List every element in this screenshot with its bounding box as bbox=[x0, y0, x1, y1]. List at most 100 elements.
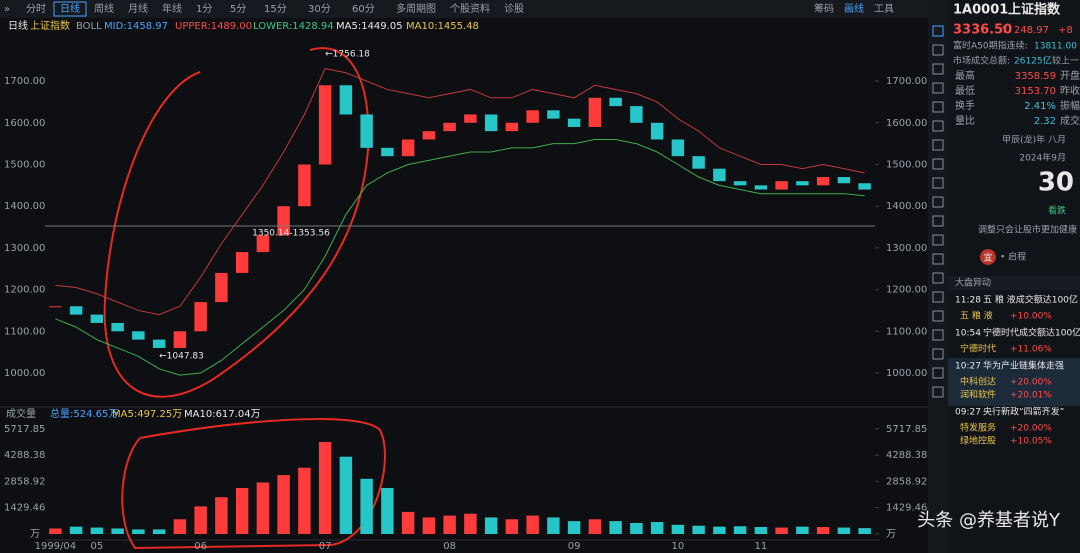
news-time[interactable]: 10:54 bbox=[955, 329, 981, 339]
tip: 调整只会让股市更加健康 bbox=[978, 224, 1077, 236]
tab[interactable]: 60分 bbox=[352, 3, 375, 15]
candle bbox=[567, 118, 581, 127]
tool-icon[interactable] bbox=[932, 139, 944, 151]
volume-bar bbox=[256, 482, 270, 534]
tool-icon[interactable] bbox=[932, 234, 944, 246]
volume-bar bbox=[318, 441, 332, 534]
tab[interactable]: 个股资料 bbox=[450, 2, 490, 15]
stat-value: 3153.70 bbox=[1015, 86, 1056, 97]
tab[interactable]: 分时 bbox=[26, 3, 46, 15]
stat-label: 最高 bbox=[955, 69, 975, 82]
y-tick-label: 1100.00 bbox=[4, 326, 45, 337]
tool-icon[interactable] bbox=[932, 101, 944, 113]
news-time[interactable]: 09:27 bbox=[955, 408, 981, 418]
tab[interactable]: 30分 bbox=[308, 3, 331, 15]
tool-icon[interactable] bbox=[932, 25, 944, 37]
volume-total: 总量:524.65万 bbox=[50, 407, 118, 420]
y-tick-label: 1700.00 bbox=[4, 76, 45, 87]
tool-icon[interactable] bbox=[932, 272, 944, 284]
change-pct: +8 bbox=[1058, 25, 1073, 36]
tab[interactable]: 月线 bbox=[128, 2, 148, 15]
price: 3336.50 bbox=[953, 23, 1012, 38]
tool-tab[interactable]: 工具 bbox=[874, 3, 894, 15]
candle bbox=[90, 314, 104, 323]
tool-icon[interactable] bbox=[932, 177, 944, 189]
news-text[interactable]: 央行新政“四箭齐发” bbox=[983, 406, 1064, 418]
candle bbox=[132, 331, 145, 340]
tab[interactable]: 15分 bbox=[264, 3, 287, 15]
stock-change: +20.00% bbox=[1010, 424, 1052, 434]
volume-bar bbox=[775, 527, 788, 534]
volume-bar bbox=[277, 475, 290, 534]
news-time[interactable]: 11:28 bbox=[955, 296, 981, 306]
tool-icon[interactable] bbox=[932, 291, 944, 303]
tab[interactable]: 1分 bbox=[196, 3, 212, 15]
candle bbox=[69, 306, 83, 315]
toolbar bbox=[0, 0, 928, 18]
tab[interactable]: 诊股 bbox=[504, 2, 524, 15]
volume-bar bbox=[692, 525, 705, 534]
stat-label: 最低 bbox=[955, 84, 975, 97]
tool-icon[interactable] bbox=[932, 44, 944, 56]
y-tick-label: 1600.00 bbox=[886, 118, 927, 129]
stock-change: +20.00% bbox=[1010, 378, 1052, 388]
stat-value: 3358.59 bbox=[1015, 71, 1056, 82]
news-text[interactable]: 宁德时代成交额达100亿 bbox=[983, 327, 1080, 339]
volume-bar bbox=[837, 527, 851, 534]
tool-icon[interactable] bbox=[932, 158, 944, 170]
y-tick-label: 5717.85 bbox=[886, 424, 927, 435]
stock-name: 润和软件 bbox=[960, 389, 996, 401]
news-header bbox=[948, 276, 1080, 290]
volume-bar bbox=[567, 521, 581, 534]
candle bbox=[713, 168, 726, 182]
tool-icon[interactable] bbox=[932, 253, 944, 265]
tool-icon[interactable] bbox=[932, 215, 944, 227]
volume-bar bbox=[464, 513, 477, 534]
tool-icon[interactable] bbox=[932, 386, 944, 398]
tool-tab[interactable]: 画线 bbox=[844, 2, 864, 15]
tool-icon[interactable] bbox=[932, 348, 944, 360]
y-tick-label: 1200.00 bbox=[4, 285, 45, 296]
tool-icon[interactable] bbox=[932, 63, 944, 75]
tool-icon[interactable] bbox=[932, 196, 944, 208]
tab[interactable]: 5分 bbox=[230, 3, 246, 15]
y-tick-label: 万 bbox=[30, 529, 40, 540]
tool-tab[interactable]: 筹码 bbox=[814, 2, 834, 15]
tab[interactable]: 年线 bbox=[162, 2, 182, 15]
tool-icon[interactable] bbox=[932, 367, 944, 379]
y-tick-label: 万 bbox=[886, 529, 896, 540]
boll-lower: LOWER:1428.94 bbox=[253, 21, 334, 32]
stat-more: 成交 bbox=[1060, 114, 1080, 127]
y-tick-label: 1500.00 bbox=[4, 160, 45, 171]
tool-icon[interactable] bbox=[932, 120, 944, 132]
news-text[interactable]: 华为产业链集体走强 bbox=[983, 360, 1064, 372]
candle bbox=[754, 185, 768, 190]
candle bbox=[588, 97, 602, 127]
volume-bar bbox=[401, 511, 415, 534]
news-text[interactable]: 五 粮 液成交额达100亿 bbox=[983, 294, 1078, 306]
tool-icon[interactable] bbox=[932, 329, 944, 341]
volume-bar bbox=[713, 526, 726, 534]
stock-name: 五 粮 液 bbox=[960, 310, 993, 322]
x-tick-label: 09 bbox=[568, 541, 581, 552]
volume-bar bbox=[422, 517, 436, 534]
volume-ma5: MA5:497.25万 bbox=[112, 409, 182, 420]
tool-icon[interactable] bbox=[932, 82, 944, 94]
stock-change: +10.05% bbox=[1010, 437, 1052, 447]
volume-ma10: MA10:617.04万 bbox=[184, 409, 261, 420]
tab[interactable]: 多周期图 bbox=[396, 2, 436, 15]
news-time[interactable]: 10:27 bbox=[955, 362, 981, 372]
tab[interactable]: 日线 bbox=[60, 2, 80, 15]
tab[interactable]: 周线 bbox=[94, 2, 114, 15]
annotation: 1350.14-1353.56 bbox=[252, 229, 330, 239]
tool-icon[interactable] bbox=[932, 310, 944, 322]
drawing-tools bbox=[932, 25, 944, 398]
volume-bar bbox=[152, 529, 166, 534]
stock-name: 绿地控股 bbox=[960, 435, 996, 447]
volume-bar bbox=[816, 527, 830, 534]
x-tick-label: 07 bbox=[319, 541, 332, 552]
candle bbox=[547, 110, 560, 119]
volume-bar bbox=[132, 529, 145, 534]
candle bbox=[526, 110, 539, 123]
